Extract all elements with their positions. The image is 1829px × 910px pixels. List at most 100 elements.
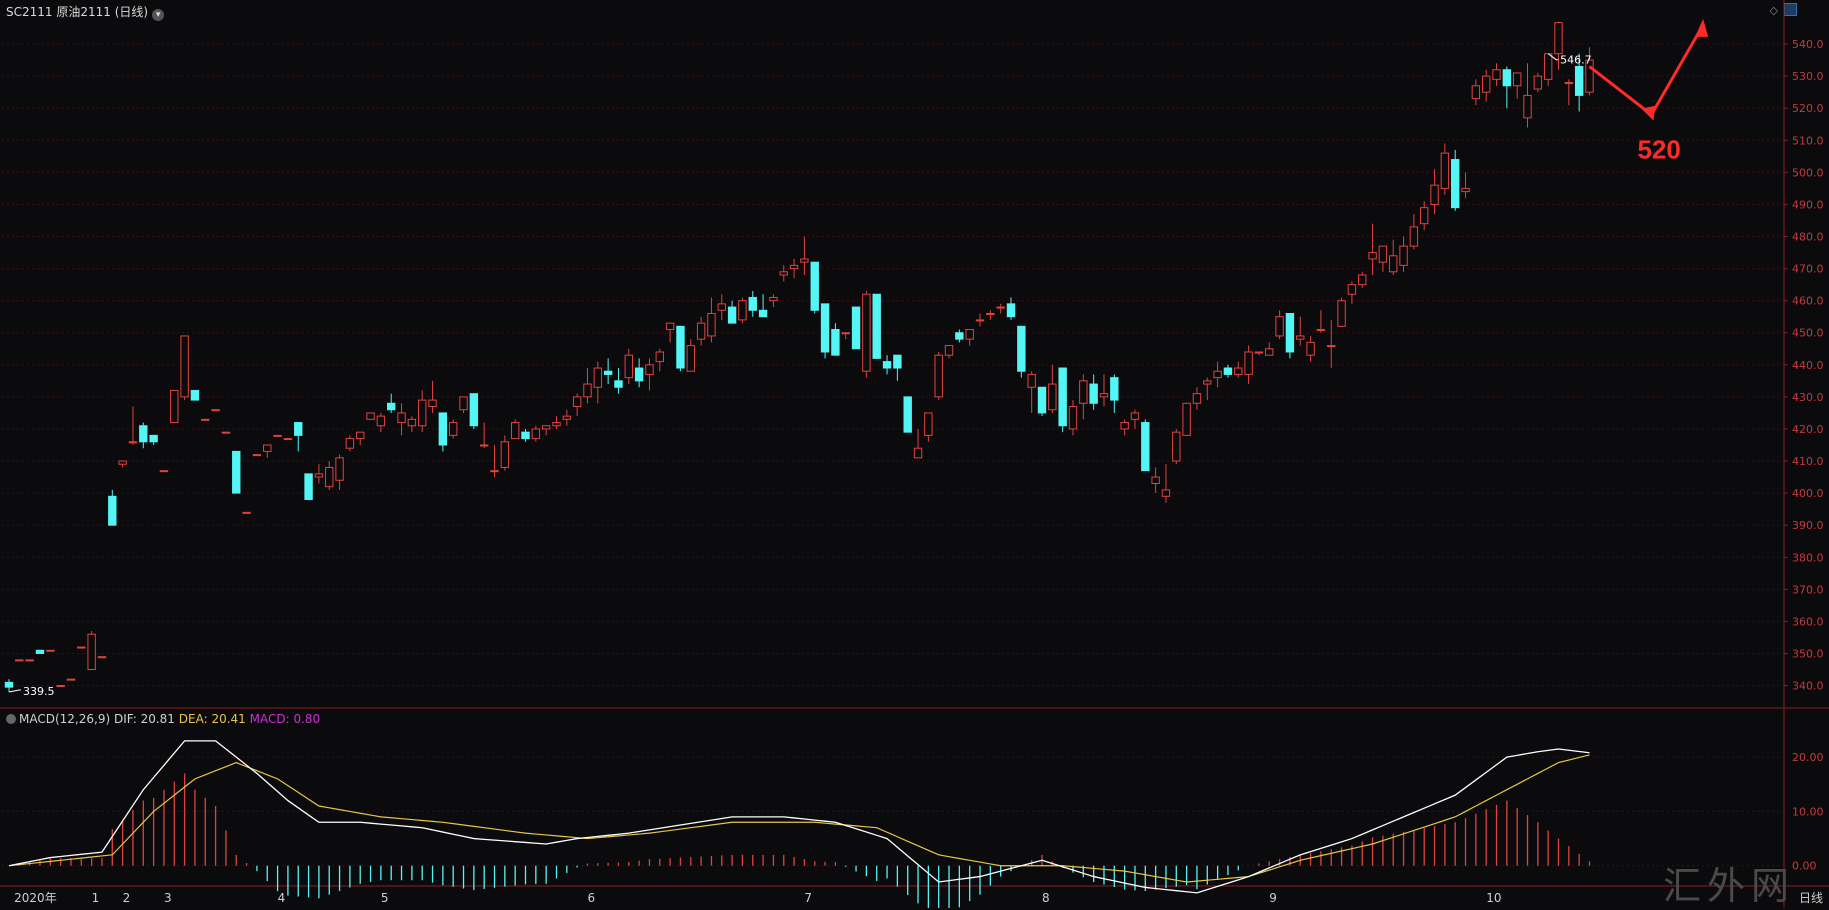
candle[interactable] [1512,72,1522,99]
candle[interactable] [727,300,737,324]
candle[interactable] [170,389,179,424]
candle[interactable] [1058,367,1067,433]
candle[interactable] [490,444,499,478]
candle[interactable] [872,293,881,359]
candle[interactable] [789,258,799,279]
candle[interactable] [1564,79,1574,106]
candle[interactable] [779,265,788,282]
candle[interactable] [676,325,685,372]
candle[interactable] [294,422,303,452]
candle[interactable] [1574,53,1584,112]
candle[interactable] [1275,310,1284,340]
candle[interactable] [903,396,912,433]
candle[interactable] [1543,53,1553,86]
candle[interactable] [407,416,417,433]
candle[interactable] [665,322,675,343]
candle[interactable] [1120,419,1129,436]
candle[interactable] [1430,169,1439,215]
candle[interactable] [1389,239,1398,276]
candle[interactable] [479,422,489,449]
candle[interactable] [97,656,107,659]
candle[interactable] [975,313,985,327]
candle[interactable] [128,406,138,445]
candle[interactable] [1172,428,1181,465]
candle[interactable] [645,358,654,391]
candle[interactable] [1471,79,1481,106]
candle[interactable] [469,393,479,429]
candle[interactable] [190,389,200,401]
candle[interactable] [1151,467,1160,494]
candle[interactable] [758,294,768,318]
candle[interactable] [955,329,964,343]
candle[interactable] [624,348,633,385]
candle[interactable] [769,294,778,308]
candle[interactable] [66,678,76,681]
candle[interactable] [180,335,189,401]
candle[interactable] [1182,402,1191,436]
candle[interactable] [1358,271,1367,288]
candle[interactable] [46,649,55,652]
candle[interactable] [944,345,954,359]
period-label[interactable]: 日线 [1798,891,1823,905]
candle[interactable] [862,291,871,378]
candle[interactable] [1234,361,1243,378]
candle[interactable] [35,649,45,654]
candle[interactable] [934,351,943,401]
candle[interactable] [15,659,24,662]
candle[interactable] [541,425,551,436]
candle[interactable] [593,361,603,404]
candle[interactable] [707,297,716,343]
candle[interactable] [634,358,644,388]
candle[interactable] [1585,47,1594,96]
candle[interactable] [1368,223,1377,276]
candle[interactable] [1327,319,1336,369]
candle[interactable] [1481,69,1491,102]
candle[interactable] [500,435,510,471]
candle[interactable] [1451,149,1460,211]
candle[interactable] [1079,374,1088,420]
candle[interactable] [118,460,127,468]
candle[interactable] [748,291,757,317]
candle[interactable] [1554,21,1563,70]
candle[interactable] [717,294,726,320]
candle[interactable] [77,646,86,649]
candle[interactable] [211,409,220,412]
candle[interactable] [1192,387,1202,410]
candle[interactable] [1502,66,1512,109]
candle[interactable] [56,685,65,688]
candle[interactable] [1006,297,1016,320]
candle[interactable] [1130,409,1140,429]
candle[interactable] [1244,345,1253,385]
candle[interactable] [1099,374,1109,407]
candle[interactable] [1420,201,1429,231]
candle[interactable] [1017,325,1026,378]
candle[interactable] [335,454,344,490]
candle[interactable] [603,358,613,385]
candle[interactable] [221,431,231,434]
candle[interactable] [4,679,14,692]
candle[interactable] [139,422,148,449]
candle[interactable] [583,368,592,404]
candle[interactable] [996,303,1005,314]
chevron-down-icon[interactable]: ▾ [152,9,165,21]
candle[interactable] [1492,63,1501,86]
candle[interactable] [1409,214,1419,250]
candle[interactable] [965,329,974,346]
candle[interactable] [572,393,582,417]
candle[interactable] [108,489,117,526]
candle[interactable] [521,428,530,442]
candle[interactable] [345,435,355,452]
candle[interactable] [252,454,262,457]
candle[interactable] [1141,419,1150,472]
candle[interactable] [242,511,251,514]
candle[interactable] [1347,281,1357,304]
candle[interactable] [273,434,282,437]
candle[interactable] [387,393,396,413]
candle[interactable] [418,390,427,433]
candle[interactable] [924,412,933,442]
candle[interactable] [1089,374,1098,410]
candle[interactable] [696,316,706,346]
candle[interactable] [1461,172,1470,199]
indicator-settings-icon[interactable] [6,714,16,724]
